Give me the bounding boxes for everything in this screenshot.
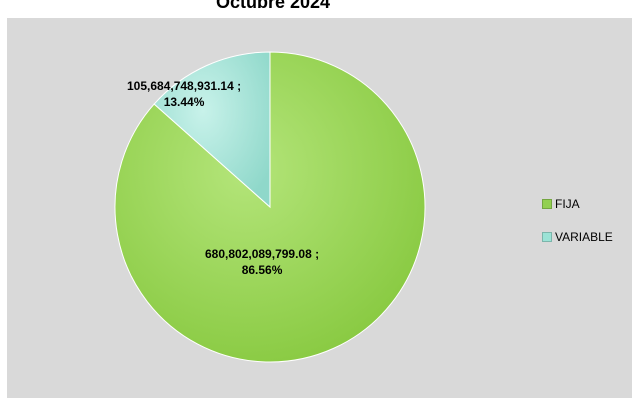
- chart-title: Octubre 2024: [215, 0, 331, 12]
- legend-swatch-fija: [542, 199, 552, 209]
- data-label-variable: 105,684,748,931.14 ; 13.44%: [127, 78, 241, 110]
- legend-item-variable: VARIABLE: [542, 229, 613, 245]
- plot-area: 105,684,748,931.14 ; 13.44% 680,802,089,…: [7, 18, 632, 398]
- pie-chart: [114, 51, 426, 363]
- pie-slice-variable: [153, 51, 271, 209]
- data-label-fija: 680,802,089,799.08 ; 86.56%: [205, 246, 319, 278]
- data-label-fija-percent: 86.56%: [241, 263, 283, 277]
- legend-swatch-variable: [542, 232, 552, 242]
- legend-label-variable: VARIABLE: [555, 230, 613, 244]
- data-label-fija-value: 680,802,089,799.08 ;: [205, 247, 320, 261]
- legend-item-fija: FIJA: [542, 196, 613, 212]
- legend-label-fija: FIJA: [555, 197, 580, 211]
- data-label-variable-percent: 13.44%: [163, 95, 205, 109]
- legend: FIJA VARIABLE: [542, 196, 613, 262]
- data-label-variable-value: 105,684,748,931.14 ;: [127, 79, 242, 93]
- pie-slice-fija: [114, 51, 426, 363]
